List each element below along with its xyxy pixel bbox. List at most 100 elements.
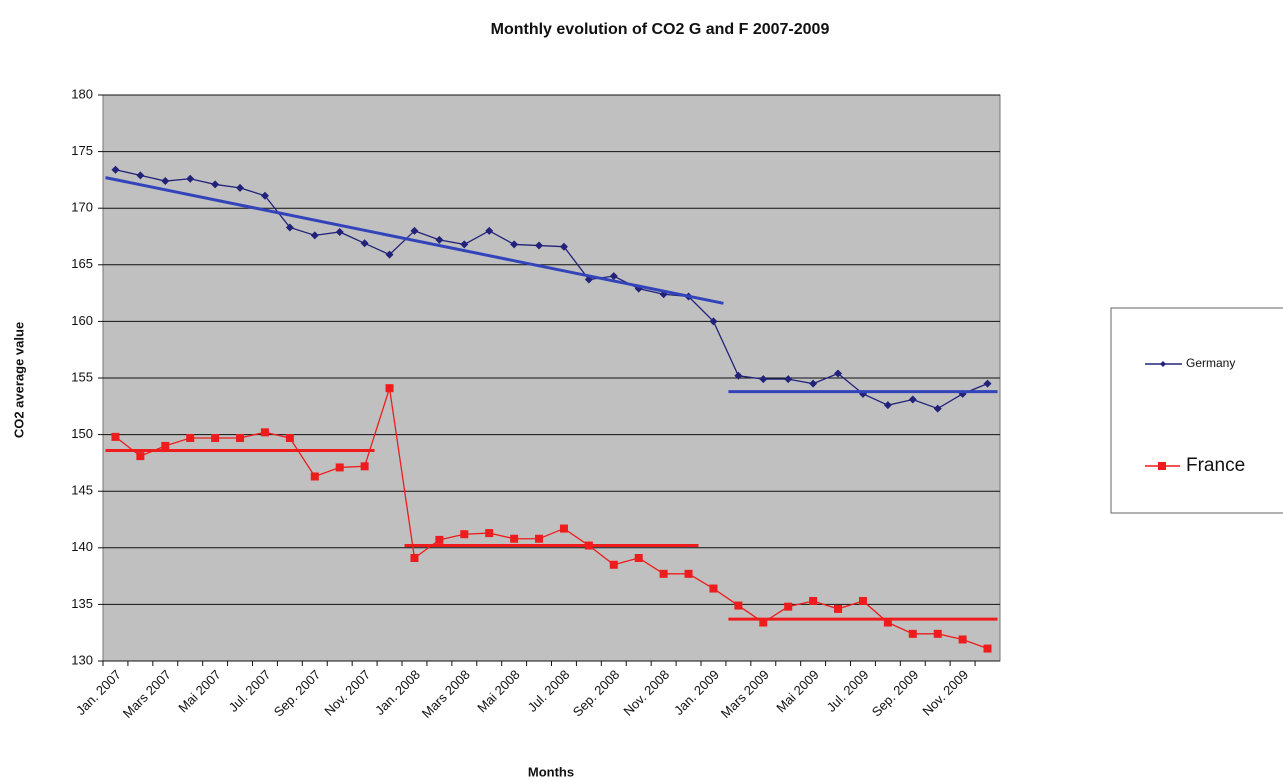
- y-tick-label: 150: [71, 426, 93, 441]
- marker: [260, 428, 269, 437]
- marker: [435, 235, 444, 244]
- y-tick-label: 145: [71, 483, 93, 498]
- series-line: [115, 169, 988, 410]
- legend-label: France: [1186, 455, 1245, 476]
- series-line: [115, 387, 988, 650]
- marker: [435, 535, 444, 544]
- marker: [734, 371, 743, 380]
- marker: [211, 180, 220, 189]
- marker: [634, 553, 643, 562]
- marker: [211, 433, 220, 442]
- marker: [260, 191, 269, 200]
- x-tick-label: Nov. 2008: [620, 667, 672, 719]
- y-tick-label: 160: [71, 313, 93, 328]
- marker: [510, 240, 519, 249]
- marker: [609, 560, 618, 569]
- marker: [559, 524, 568, 533]
- marker: [410, 553, 419, 562]
- marker: [236, 433, 245, 442]
- marker: [460, 530, 469, 539]
- x-tick-label: Mars 2007: [120, 667, 174, 721]
- marker: [858, 597, 867, 606]
- marker: [983, 644, 992, 653]
- marker: [958, 635, 967, 644]
- marker: [709, 317, 718, 326]
- marker: [385, 384, 394, 393]
- y-tick-label: 135: [71, 596, 93, 611]
- x-tick-label: Jan. 2008: [372, 667, 423, 718]
- marker: [1158, 462, 1166, 470]
- marker: [285, 223, 294, 232]
- marker: [809, 379, 818, 388]
- marker: [609, 272, 618, 281]
- marker: [759, 375, 768, 384]
- x-tick-label: Jul. 2008: [525, 667, 573, 715]
- marker: [834, 369, 843, 378]
- legend: Germany France: [1110, 307, 1283, 514]
- marker: [883, 618, 892, 627]
- y-tick-label: 165: [71, 256, 93, 271]
- marker: [834, 604, 843, 613]
- marker: [559, 242, 568, 251]
- marker: [335, 463, 344, 472]
- marker: [535, 534, 544, 543]
- marker: [310, 472, 319, 481]
- marker: [161, 441, 170, 450]
- marker: [236, 183, 245, 192]
- x-tick-label: Sep. 2007: [271, 667, 324, 720]
- marker: [709, 584, 718, 593]
- y-tick-label: 130: [71, 652, 93, 667]
- y-axis-title: CO2 average value: [11, 322, 26, 438]
- marker: [111, 432, 120, 441]
- marker: [933, 404, 942, 413]
- marker: [510, 534, 519, 543]
- marker: [161, 177, 170, 186]
- y-tick-label: 180: [71, 86, 93, 101]
- marker: [734, 601, 743, 610]
- marker: [784, 602, 793, 611]
- marker: [335, 227, 344, 236]
- x-tick-label: Jan. 2007: [73, 667, 124, 718]
- x-tick-label: Sep. 2009: [869, 667, 922, 720]
- marker: [759, 618, 768, 627]
- marker: [784, 375, 793, 384]
- y-tick-label: 175: [71, 143, 93, 158]
- x-tick-label: Jul. 2007: [226, 667, 274, 715]
- x-tick-label: Sep. 2008: [570, 667, 623, 720]
- trendline: [105, 176, 724, 305]
- x-tick-label: Mai 2007: [175, 667, 223, 715]
- marker: [410, 226, 419, 235]
- marker: [933, 629, 942, 638]
- y-tick-label: 155: [71, 369, 93, 384]
- marker: [360, 239, 369, 248]
- marker: [908, 629, 917, 638]
- marker: [684, 569, 693, 578]
- marker: [659, 569, 668, 578]
- marker: [285, 433, 294, 442]
- marker: [460, 240, 469, 249]
- marker: [136, 452, 145, 461]
- x-tick-label: Nov. 2009: [919, 667, 971, 719]
- marker: [883, 401, 892, 410]
- y-tick-label: 170: [71, 200, 93, 215]
- marker: [983, 379, 992, 388]
- chart-title: Monthly evolution of CO2 G and F 2007-20…: [491, 21, 830, 38]
- x-tick-label: Mars 2008: [419, 667, 473, 721]
- y-tick-label: 140: [71, 539, 93, 554]
- x-tick-label: Jan. 2009: [671, 667, 722, 718]
- marker: [360, 462, 369, 471]
- legend-label: Germany: [1186, 356, 1235, 370]
- x-tick-label: Mai 2008: [474, 667, 522, 715]
- x-axis-title: Months: [528, 764, 574, 779]
- marker: [908, 395, 917, 404]
- marker: [385, 250, 394, 259]
- x-tick-label: Nov. 2007: [321, 667, 373, 719]
- marker: [111, 165, 120, 174]
- marker: [485, 529, 494, 538]
- x-tick-label: Mars 2009: [718, 667, 772, 721]
- marker: [535, 241, 544, 250]
- marker: [310, 231, 319, 240]
- marker: [1160, 361, 1166, 367]
- marker: [186, 433, 195, 442]
- x-tick-label: Jul. 2009: [824, 667, 872, 715]
